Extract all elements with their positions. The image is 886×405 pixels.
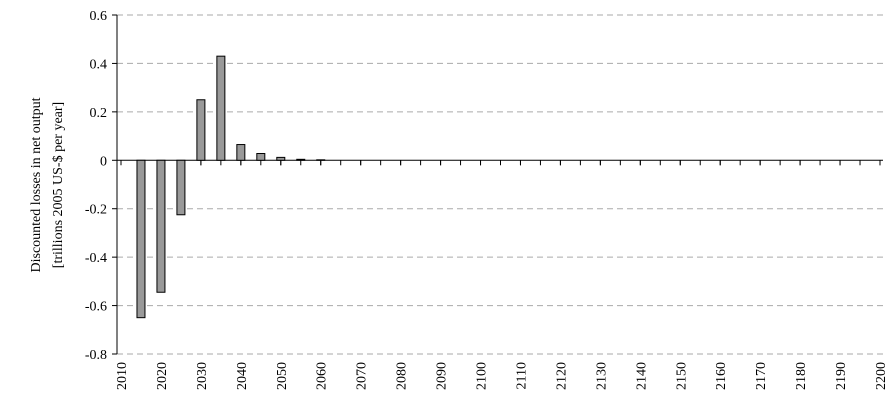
x-tick-label: 2110 [514, 362, 529, 389]
x-tick-label: 2020 [155, 362, 170, 390]
x-tick-label: 2170 [754, 362, 769, 390]
x-tick-label: 2060 [315, 362, 330, 390]
bar [256, 153, 266, 161]
y-tick-label: -0.2 [85, 203, 107, 218]
y-tick-label: -0.6 [85, 300, 107, 315]
bar [296, 158, 306, 161]
x-tick-label: 2150 [674, 362, 689, 390]
x-tick-label: 2180 [794, 362, 809, 390]
x-tick-label: 2120 [554, 362, 569, 390]
y-axis-label: Discounted losses in net output [29, 97, 44, 272]
x-tick-label: 2040 [235, 362, 250, 390]
x-tick-label: 2160 [714, 362, 729, 390]
x-tick-label: 2080 [395, 362, 410, 390]
x-tick-label: 2200 [874, 362, 886, 390]
y-tick-label: -0.8 [85, 348, 107, 363]
y-tick-label: -0.4 [85, 251, 107, 266]
x-tick-label: 2090 [435, 362, 450, 390]
bar [136, 159, 146, 319]
y-axis-label: [trillions 2005 US-$ per year] [51, 102, 66, 268]
bar [276, 156, 286, 161]
y-tick-label: 0.2 [90, 106, 108, 121]
y-tick-label: 0 [100, 154, 107, 169]
bar [236, 144, 246, 161]
bar [216, 55, 226, 161]
x-tick-label: 2050 [275, 362, 290, 390]
x-tick-label: 2190 [834, 362, 849, 390]
x-tick-label: 2130 [594, 362, 609, 390]
x-tick-label: 2140 [634, 362, 649, 390]
x-tick-label: 2070 [355, 362, 370, 390]
bar [156, 159, 166, 293]
x-tick-label: 2100 [475, 362, 490, 390]
y-tick-label: 0.4 [90, 57, 108, 72]
bar [176, 159, 186, 216]
x-tick-label: 2010 [115, 362, 130, 390]
bar [196, 99, 206, 161]
x-tick-label: 2030 [195, 362, 210, 390]
y-tick-label: 0.6 [90, 9, 108, 24]
